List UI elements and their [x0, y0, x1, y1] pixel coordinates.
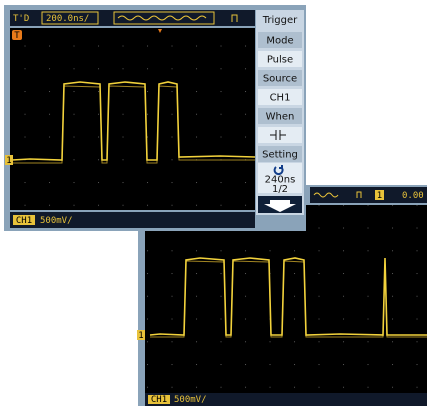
menu-value[interactable]: CH1 [270, 93, 291, 104]
menu-label[interactable]: When [266, 112, 295, 123]
scope-screen-1: T'D 200.0ns/ T 1 CH1 500mV/ Trigger Mode… [4, 5, 306, 231]
grid [10, 28, 255, 210]
trigger-menu: Trigger Mode Pulse Source CH1 When Setti… [256, 10, 304, 215]
menu-title: Trigger [262, 15, 298, 26]
timebase: 200.0ns/ [46, 14, 89, 24]
trigger-status: T'D [13, 14, 29, 24]
menu-label[interactable]: Setting [262, 150, 298, 161]
menu-label[interactable]: Mode [266, 36, 293, 47]
trigger-level: 0.00 [402, 191, 424, 201]
footer-channel: CH1 [16, 216, 32, 226]
menu-value[interactable]: Pulse [267, 55, 293, 66]
footer-channel: CH1 [151, 395, 167, 405]
footer-scale: 500mV/ [40, 216, 73, 226]
channel-marker: 1 [6, 156, 11, 166]
trigger-marker: T [14, 31, 20, 41]
channel-marker: 1 [138, 331, 143, 341]
scope-screenshot: 1 0.00 1 CH1 500mV/ T'D 200.0ns/ T 1 CH1 [0, 0, 427, 406]
header-channel: 1 [377, 191, 382, 201]
footer-scale: 500mV/ [174, 395, 207, 405]
page-indicator: 1/2 [272, 184, 288, 195]
menu-label[interactable]: Source [263, 74, 297, 85]
